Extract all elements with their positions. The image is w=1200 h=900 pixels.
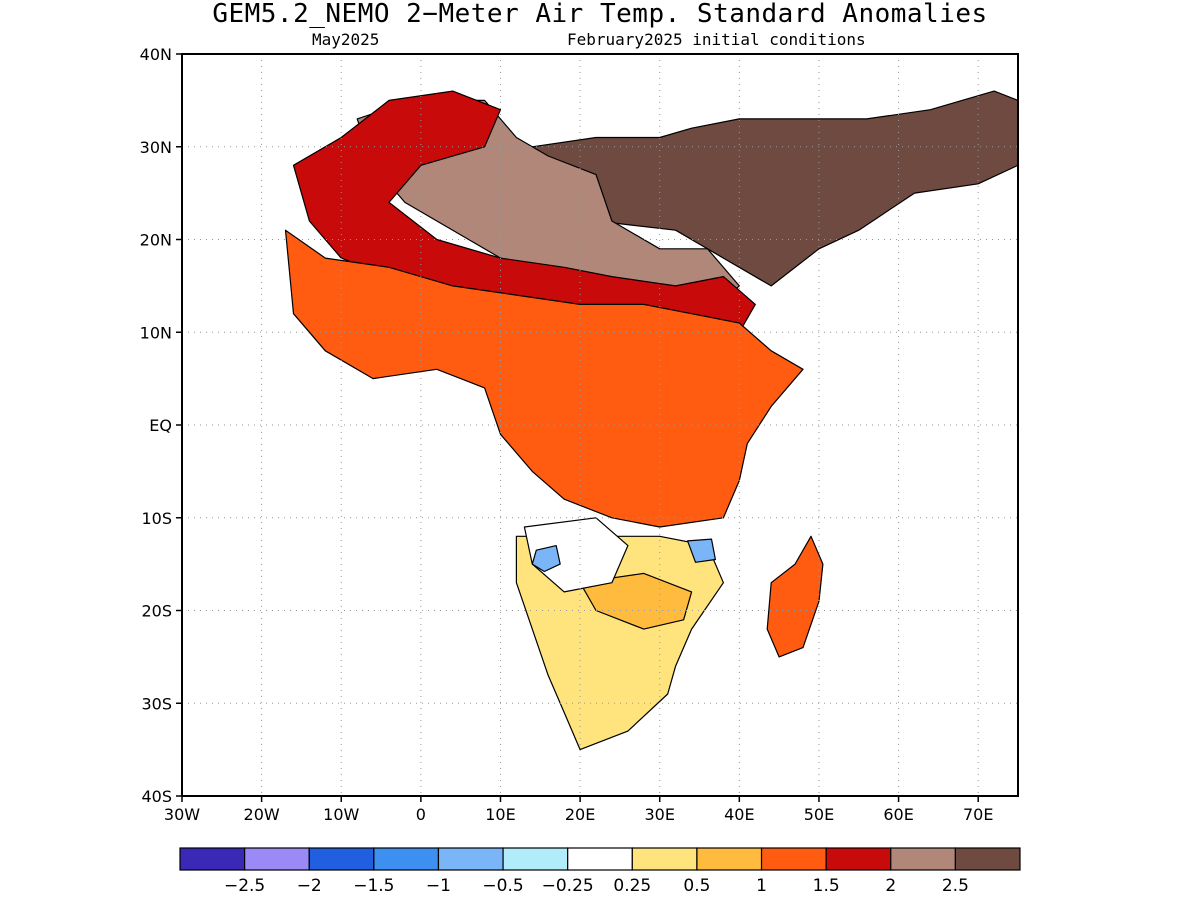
colorbar-label: 1	[756, 876, 767, 896]
region-malawi-cool	[686, 538, 717, 563]
region-tropical-orange	[284, 229, 804, 528]
map-title: GEM5.2_NEMO 2−Meter Air Temp. Standard A…	[212, 0, 988, 29]
lat-tick-label: 30S	[141, 694, 172, 713]
colorbar-swatch	[696, 847, 763, 871]
colorbar-label: 0.5	[683, 876, 710, 896]
lon-tick-label: 0	[416, 805, 426, 824]
lat-tick-label: 30N	[140, 138, 172, 157]
region-angola-cool	[531, 544, 561, 573]
lon-tick-label: 60E	[883, 805, 913, 824]
lat-tick-label: 20S	[141, 602, 172, 621]
lat-tick-label: 20N	[140, 231, 172, 250]
lat-tick-label: 40S	[141, 787, 172, 806]
colorbar-label: −1	[426, 876, 451, 896]
colorbar-label: 0.25	[613, 876, 651, 896]
initial-conditions: February2025 initial conditions	[567, 30, 866, 49]
colorbar-swatch	[954, 847, 1021, 871]
lon-tick-label: 10W	[323, 805, 359, 824]
colorbar-label: 1.5	[813, 876, 840, 896]
colorbar-label: −2.5	[224, 876, 265, 896]
colorbar-swatch	[437, 847, 504, 871]
lon-tick-label: 40E	[724, 805, 754, 824]
colorbar: −2.5 −2 −1.5 −1 −0.5 −0.25 0.25 0.5 1 1.5 2 2.5	[179, 847, 1021, 896]
lon-tick-label: 70E	[963, 805, 993, 824]
lon-tick-label: 50E	[804, 805, 834, 824]
lon-tick-label: 20E	[565, 805, 595, 824]
colorbar-label: 2	[885, 876, 896, 896]
colorbar-swatch	[308, 847, 375, 871]
colorbar-swatch	[244, 847, 310, 871]
lat-tick-label: 10S	[141, 509, 172, 528]
colorbar-label: −0.5	[482, 876, 523, 896]
colorbar-swatch	[760, 847, 827, 871]
colorbar-swatch	[631, 847, 698, 871]
region-madagascar	[766, 535, 824, 658]
grid-lines	[182, 54, 1018, 796]
colorbar-swatch	[890, 847, 956, 871]
colorbar-label: 2.5	[942, 876, 969, 896]
lat-tick-label: 40N	[140, 45, 172, 64]
colorbar-label: −0.25	[542, 876, 594, 896]
colorbar-swatch	[502, 847, 569, 871]
lat-tick-label: 10N	[140, 323, 172, 342]
lon-tick-label: 20W	[244, 805, 280, 824]
colorbar-swatch	[179, 847, 246, 871]
colorbar-swatch	[567, 847, 633, 871]
colorbar-swatch	[825, 847, 892, 871]
lon-tick-label: 30E	[644, 805, 674, 824]
colorbar-label: −2	[297, 876, 322, 896]
colorbar-label: −1.5	[353, 876, 394, 896]
lon-tick-label: 30W	[164, 805, 200, 824]
anomaly-shading	[284, 90, 1018, 751]
lon-tick-label: 10E	[485, 805, 515, 824]
colorbar-swatch	[373, 847, 440, 871]
lat-tick-label: EQ	[149, 416, 172, 435]
forecast-month: May2025	[312, 30, 380, 49]
